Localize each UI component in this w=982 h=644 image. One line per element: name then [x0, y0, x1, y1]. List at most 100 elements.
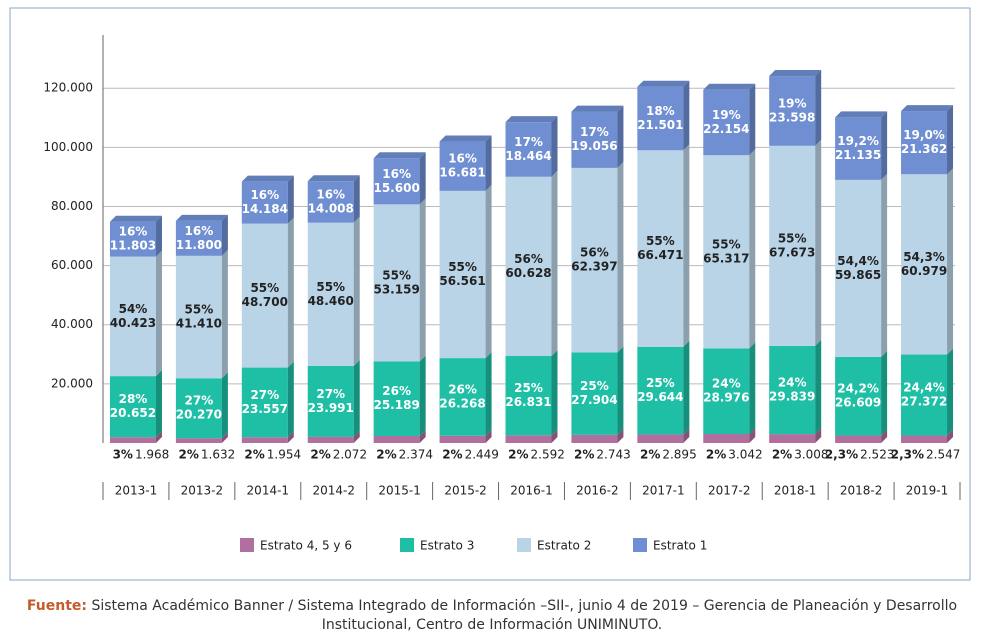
bar-side: [551, 170, 558, 357]
percent-label: 26%: [382, 384, 411, 398]
bar-segment: [703, 149, 756, 349]
percent-label: 18%: [646, 104, 675, 118]
bar-side: [221, 372, 228, 439]
x-tick-label: 2018-1: [774, 484, 817, 498]
value-label: 62.397: [571, 260, 617, 274]
bar-front: [637, 434, 684, 443]
bar-front: [109, 376, 156, 438]
bar-front: [373, 435, 420, 443]
value-label: 66.471: [637, 248, 683, 262]
value-label: 26.609: [835, 396, 881, 410]
x-tick-label: 2014-1: [247, 484, 290, 498]
bar-side: [551, 350, 558, 436]
percent-label: 2%: [442, 448, 462, 462]
bar-front: [175, 438, 222, 443]
bar-front: [109, 437, 156, 443]
y-tick-label: 100.000: [43, 140, 93, 154]
value-label: 1.954: [267, 448, 301, 462]
percent-label: 2%: [772, 448, 792, 462]
bar-side: [155, 370, 162, 438]
bar-top: [769, 70, 822, 77]
percent-label: 16%: [185, 224, 214, 238]
bar-top: [439, 135, 492, 142]
bar-front: [373, 158, 420, 205]
bar-side: [221, 214, 228, 256]
value-label: 14.008: [308, 201, 354, 215]
y-tick-label: 20.000: [51, 376, 93, 390]
bar-segment: [175, 249, 228, 379]
bar-segment: [703, 428, 756, 443]
bar-segment: [109, 250, 162, 377]
value-label: 23.991: [308, 401, 354, 415]
bar-segment: [571, 161, 624, 353]
bar-segment: [901, 105, 954, 175]
percent-label: 19,2%: [837, 134, 879, 148]
value-label: 65.317: [703, 251, 749, 265]
bar-side: [419, 355, 426, 436]
bar-side: [419, 429, 426, 443]
percent-label: 55%: [646, 234, 675, 248]
bar-side: [683, 428, 690, 443]
value-label: 28.976: [703, 391, 749, 405]
bar-side: [815, 428, 822, 443]
bar-side: [881, 350, 888, 436]
value-label: 23.598: [769, 110, 815, 124]
bar-segment: [637, 428, 690, 443]
x-tick-label: 2018-2: [840, 484, 883, 498]
value-label: 53.159: [373, 282, 419, 296]
bar-side: [683, 144, 690, 347]
legend-label: Estrato 3: [420, 539, 474, 553]
value-label: 1.632: [201, 448, 235, 462]
bar-segment: [637, 80, 690, 151]
percent-label: 2%: [244, 448, 264, 462]
bar-side: [419, 198, 426, 362]
bar-front: [241, 367, 288, 438]
percent-label: 2,3%: [891, 448, 924, 462]
bar-side: [419, 152, 426, 205]
bar-side: [485, 429, 492, 443]
source-label: Fuente:: [26, 598, 88, 614]
bar-front: [637, 86, 684, 151]
chart-frame: [9, 7, 971, 581]
bar-front: [505, 435, 552, 443]
value-label: 16.681: [439, 166, 485, 180]
percent-label: 24%: [712, 377, 741, 391]
bar-side: [353, 175, 360, 223]
bar-segment: [901, 168, 954, 355]
value-label: 2.072: [333, 448, 367, 462]
bar-segment: [637, 144, 690, 347]
value-label: 21.501: [637, 118, 683, 132]
percent-label: 27%: [185, 394, 214, 408]
bar-segment: [373, 429, 426, 443]
percent-label: 16%: [448, 152, 477, 166]
percent-label: 25%: [514, 381, 543, 395]
value-label: 23.557: [242, 402, 288, 416]
percent-label: 24,2%: [837, 382, 879, 396]
bar-front: [769, 345, 816, 435]
bar-front: [835, 435, 882, 443]
x-tick-label: 2016-1: [510, 484, 553, 498]
bar-front: [307, 222, 354, 366]
bar-segment: [835, 350, 888, 436]
bar-side: [947, 105, 954, 175]
bar-front: [505, 176, 552, 357]
bar-segment: [241, 217, 294, 368]
bar-side: [749, 149, 756, 349]
bar-side: [287, 361, 294, 438]
bar-front: [901, 354, 948, 436]
bar-segment: [901, 429, 954, 443]
percent-label: 55%: [382, 268, 411, 282]
x-tick-label: 2016-2: [576, 484, 619, 498]
bar-top: [109, 215, 162, 222]
bar-front: [637, 346, 684, 435]
value-label: 21.362: [901, 142, 947, 156]
bar-side: [947, 348, 954, 436]
bar-front: [769, 76, 816, 146]
percent-label: 28%: [119, 392, 148, 406]
percent-label: 55%: [185, 303, 214, 317]
percent-label: 19%: [712, 108, 741, 122]
x-tick-label: 2019-1: [906, 484, 949, 498]
bar-side: [617, 346, 624, 435]
value-label: 2.374: [399, 448, 433, 462]
bar-side: [881, 173, 888, 357]
